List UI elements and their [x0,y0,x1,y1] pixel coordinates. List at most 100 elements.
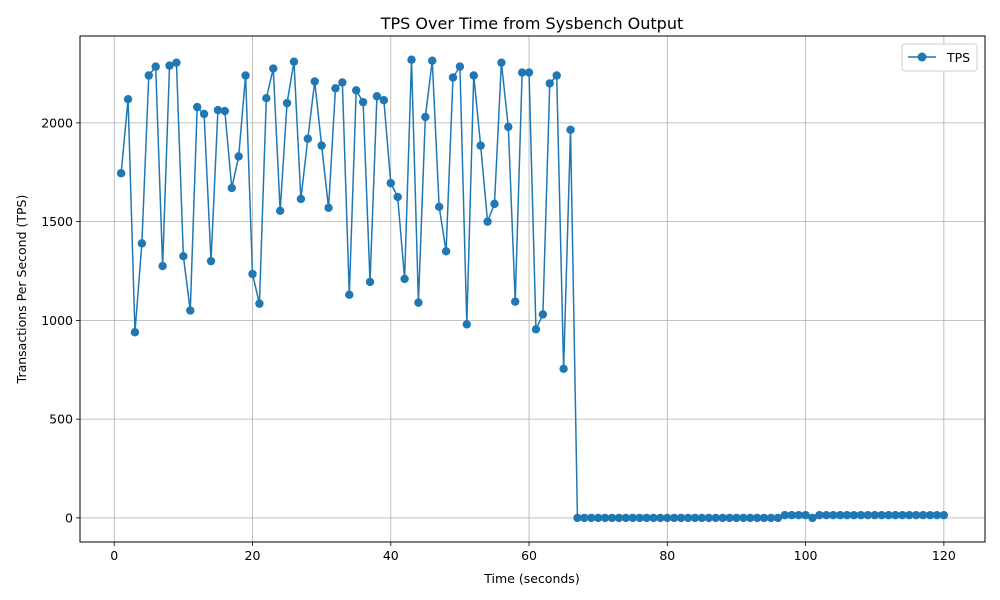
data-point [393,192,402,202]
data-point [794,510,803,520]
data-point [524,68,534,77]
series-layer [116,55,949,523]
y-axis-label: Transactions Per Second (TPS) [14,195,29,385]
data-point [829,510,838,520]
data-point [545,79,554,88]
y-tick-label: 1500 [41,214,73,229]
data-point [697,513,707,523]
data-point [580,513,589,523]
data-point [441,247,451,256]
data-point [365,277,375,287]
plot-frame [79,35,986,543]
data-point [345,290,354,299]
data-point [635,513,644,523]
data-point [918,510,928,520]
data-point [123,95,133,104]
data-point [434,202,444,212]
y-tick-label: 0 [65,510,73,525]
data-point [165,61,174,70]
data-point [690,513,700,523]
data-point [206,256,216,266]
data-point [331,84,340,93]
data-point [407,55,416,64]
data-point [863,510,873,520]
x-tick-label: 100 [794,548,818,563]
data-point [504,122,513,132]
data-point [310,77,319,86]
data-point [801,510,810,520]
data-point [739,513,748,523]
data-point [856,510,866,520]
data-point [884,510,893,520]
data-point [925,510,935,520]
x-tick-label: 40 [383,548,399,563]
data-point [241,71,250,80]
data-point [552,71,561,80]
chart-title: TPS Over Time from Sysbench Output [380,14,684,33]
data-point [414,298,423,307]
data-point [939,510,949,520]
data-point [822,510,831,520]
data-point [289,57,299,66]
data-point [421,112,430,122]
data-point [275,206,285,215]
data-point [186,306,195,315]
data-point [912,510,921,520]
x-tick-label: 80 [659,548,675,563]
data-point [497,58,506,67]
data-point [746,513,755,523]
data-point [151,62,160,71]
y-axis-ticks: 0 500 1000 1500 2000 [41,115,80,525]
data-point [766,513,776,523]
data-point [213,105,223,115]
data-point [676,513,686,523]
data-point [780,510,790,520]
data-point [759,513,769,523]
data-point [538,310,548,319]
x-axis-ticks: 0 20 40 60 80 100 120 [110,542,956,563]
data-point [877,510,886,520]
data-point [199,109,209,119]
data-point [227,183,236,193]
data-point [621,513,631,523]
data-point [891,510,900,520]
data-point [656,513,665,523]
data-point [386,178,395,188]
data-point [773,513,783,523]
data-point [511,297,520,306]
data-point [455,62,465,71]
data-point [559,364,568,373]
data-point [234,152,243,161]
data-point [137,239,147,248]
data-point [587,513,596,523]
data-point [262,94,271,103]
x-tick-label: 60 [521,548,537,563]
data-point [462,320,472,329]
data-point [317,141,326,150]
data-point [663,513,672,523]
data-point [192,102,202,112]
data-point [372,92,382,101]
data-point [469,71,478,80]
data-point [725,513,734,523]
data-point [303,134,313,143]
data-point [476,141,485,150]
data-point [116,169,126,178]
data-point [905,510,914,520]
data-point [704,513,713,523]
x-tick-label: 120 [932,548,956,563]
data-point [255,299,264,308]
data-point [517,68,527,77]
data-point [649,513,658,523]
data-point [614,513,624,523]
data-point [752,513,762,523]
data-point [683,513,693,523]
data-point [282,98,292,108]
data-point [600,513,610,523]
x-tick-label: 0 [110,548,118,563]
legend-box [901,43,978,72]
data-point [642,513,651,523]
data-point [815,510,824,520]
data-point [130,328,140,337]
